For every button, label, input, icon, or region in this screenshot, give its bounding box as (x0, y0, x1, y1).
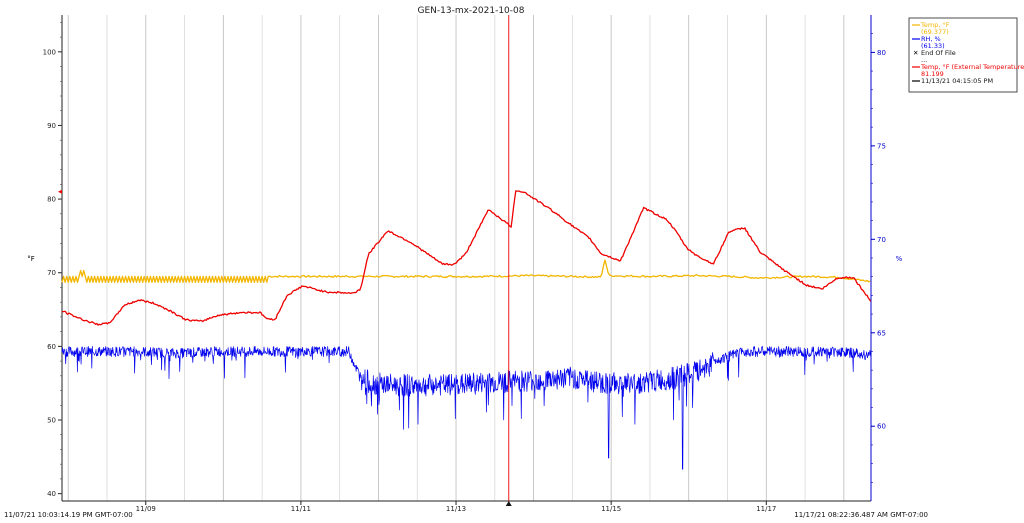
legend-value: (61.33) (921, 42, 945, 50)
x-end-label: 11/17/21 08:22:36.487 AM GMT-07:00 (794, 511, 928, 519)
y-left-tick-label: 70 (47, 269, 56, 277)
x-tick-label: 11/13 (446, 505, 466, 513)
series-layer (61, 190, 872, 470)
y-right-axis-label: % (896, 255, 903, 263)
y-left-tick-label: 40 (47, 490, 56, 498)
legend-label: 11/13/21 04:15:05 PM (921, 77, 993, 85)
legend-frame (908, 17, 1018, 93)
plot-frame (61, 15, 872, 502)
series-line-temp (61, 259, 871, 283)
series-line-rh (61, 345, 872, 470)
legend-swatch: ✕ (913, 49, 918, 57)
x-tick-label: 11/11 (291, 505, 311, 513)
y-left-tick-label: 60 (47, 343, 56, 351)
legend-box[interactable]: Temp, °F(69.377)RH, %(61.33)✕ End Of File… (908, 17, 1024, 93)
y-left-tick-label: 80 (47, 196, 56, 204)
legend-value: ... (921, 56, 927, 64)
legend-value: (69.377) (921, 28, 949, 36)
cursor-layer[interactable] (58, 15, 512, 506)
y-right-tick-label: 65 (877, 329, 886, 337)
x-tick-label: 11/17 (756, 505, 776, 513)
chart-title: GEN-13-mx-2021-10-08 (418, 6, 525, 16)
cursor-marker (505, 501, 512, 506)
y-right-tick-label: 70 (877, 236, 886, 244)
y-left-tick-label: 100 (43, 48, 56, 56)
legend-label: RH, % (921, 35, 941, 43)
grid-layer (67, 15, 845, 501)
x-tick-label: 11/09 (136, 505, 156, 513)
y-right-tick-label: 80 (877, 49, 886, 57)
x-start-label: 11/07/21 10:03:14.19 PM GMT-07:00 (4, 511, 133, 519)
y-left-tick-label: 50 (47, 417, 56, 425)
y-left-axis-label: °F (27, 255, 35, 263)
legend-label: Temp, °F (920, 21, 950, 29)
legend-value: 81.199 (921, 70, 944, 78)
x-tick-label: 11/15 (601, 505, 621, 513)
y-right-tick-label: 60 (877, 423, 886, 431)
series-line-external-temp (61, 190, 872, 326)
legend-label: Temp, °F (External Temperature) (920, 63, 1024, 71)
y-right-tick-label: 75 (877, 142, 886, 150)
legend-label: End Of File (921, 49, 956, 57)
axis-layer: 40 50 60 70 80 90 100 60 65 70 75 80 11/09 11/11 11/13… (43, 22, 886, 513)
y-left-tick-label: 90 (47, 122, 56, 130)
cursor-value-marker (58, 189, 62, 194)
